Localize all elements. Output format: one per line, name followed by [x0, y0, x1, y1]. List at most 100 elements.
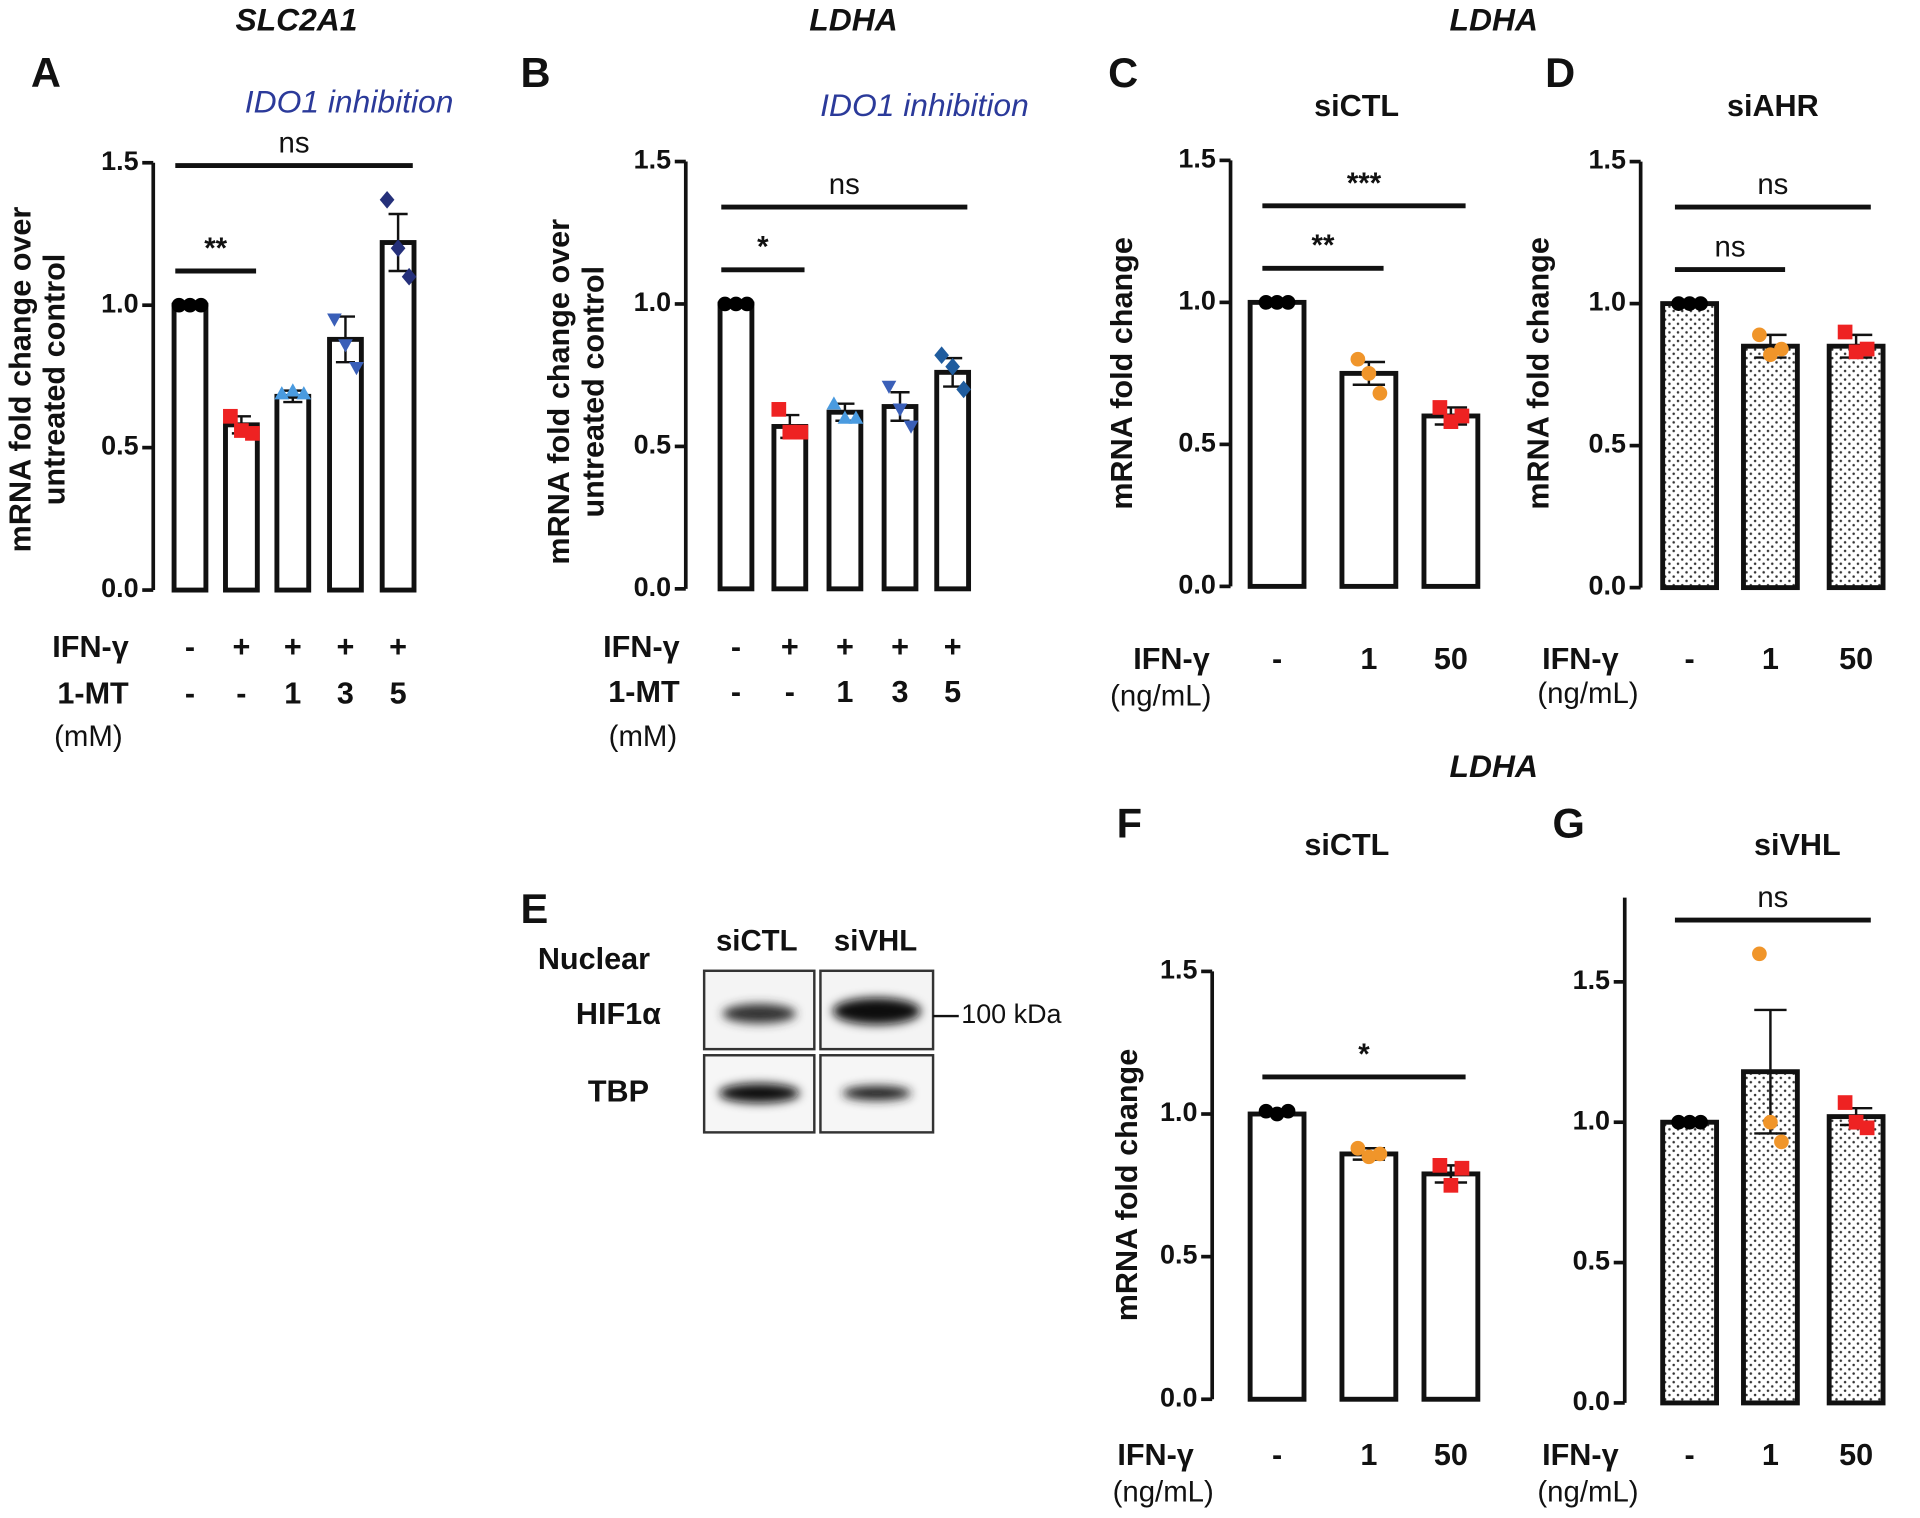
bar	[826, 409, 864, 592]
panel-letter: G	[1553, 799, 1585, 846]
row-label: IFN-γ	[52, 630, 128, 664]
data-point	[892, 403, 908, 417]
supertitle: LDHA	[1450, 748, 1538, 784]
y-tick-label: 1.0	[634, 287, 671, 317]
bar	[379, 240, 417, 593]
row-value: 1	[284, 676, 301, 710]
data-point	[285, 383, 301, 397]
row-label: 1-MT	[608, 675, 680, 709]
protein-label: TBP	[588, 1074, 649, 1108]
row-value: 50	[1434, 642, 1468, 676]
y-tick-label: 1.5	[101, 146, 138, 176]
y-tick-label: 1.0	[101, 288, 138, 318]
data-point	[1763, 1114, 1778, 1130]
unit-label: (ng/mL)	[1113, 1475, 1214, 1508]
unit-label: (ng/mL)	[1537, 1475, 1638, 1508]
data-point	[1693, 1114, 1708, 1130]
row-value: -	[236, 676, 246, 710]
bar	[327, 336, 364, 593]
subtitle: siCTL	[1304, 828, 1389, 862]
row-value: -	[731, 675, 741, 709]
data-point	[1859, 341, 1875, 357]
y-axis-label: mRNA fold change over	[542, 219, 576, 565]
row-value: +	[836, 630, 854, 664]
row-value: -	[1685, 642, 1695, 676]
blot-panel: E Nuclear siCTL siVHL HIF1α TBP 100 kDa	[521, 885, 1062, 1134]
row-value: -	[785, 675, 795, 709]
row-value: 50	[1839, 642, 1873, 676]
data-point	[327, 313, 342, 327]
significance-label: *	[1358, 1038, 1370, 1071]
unit-label: (ng/mL)	[1110, 680, 1211, 713]
bar	[1421, 1171, 1481, 1402]
data-point	[1693, 296, 1708, 311]
y-tick-label: 0.5	[1160, 1240, 1197, 1270]
row-label: IFN-γ	[1542, 642, 1618, 676]
row-value: +	[284, 630, 302, 664]
bar	[1826, 343, 1886, 591]
row-label: 1-MT	[57, 676, 129, 710]
y-axis-label: untreated control	[38, 254, 72, 506]
data-point	[182, 297, 198, 313]
significance-label: *	[757, 231, 769, 264]
bar	[1247, 299, 1307, 589]
subtitle: siAHR	[1727, 89, 1819, 123]
y-tick-label: 1.5	[1589, 145, 1626, 175]
y-axis-label: mRNA fold change	[1105, 237, 1139, 510]
y-axis-label: mRNA fold change	[1110, 1049, 1144, 1322]
data-point	[1280, 1103, 1296, 1119]
y-tick-label: 0.0	[634, 572, 671, 602]
row-value: 50	[1839, 1438, 1873, 1472]
row-value: +	[337, 630, 355, 664]
row-value: +	[891, 630, 909, 664]
data-point	[1454, 1160, 1470, 1176]
y-tick-label: 1.0	[1573, 1105, 1610, 1135]
row-value: +	[389, 630, 407, 664]
y-tick-label: 1.5	[634, 145, 671, 175]
significance-label: ns	[829, 168, 860, 201]
lane-label: siCTL	[716, 924, 798, 957]
data-point	[717, 296, 733, 312]
data-point	[1372, 1146, 1388, 1162]
data-point	[728, 296, 744, 312]
row-value: -	[1272, 1438, 1282, 1472]
band	[832, 997, 921, 1025]
data-point	[903, 420, 919, 434]
data-point	[771, 402, 787, 417]
y-tick-label: 0.5	[634, 430, 671, 460]
data-point	[881, 380, 897, 394]
data-point	[1837, 324, 1853, 340]
significance-label: ns	[1715, 230, 1746, 263]
row-value: 1	[1360, 642, 1377, 676]
y-tick-label: 0.0	[1573, 1386, 1610, 1416]
row-value: +	[781, 630, 799, 664]
row-label: IFN-γ	[1542, 1438, 1618, 1472]
y-tick-label: 1.5	[1160, 955, 1197, 985]
y-tick-label: 0.0	[1160, 1382, 1197, 1412]
data-point	[1443, 1177, 1459, 1193]
row-value: -	[185, 630, 195, 664]
y-tick-label: 0.0	[101, 573, 138, 603]
row-value: -	[185, 676, 195, 710]
data-point	[826, 396, 842, 410]
supertitle: LDHA	[809, 1, 897, 37]
row-value: 1	[836, 675, 853, 709]
panel-letter: B	[521, 49, 551, 96]
data-point	[379, 190, 395, 209]
y-tick-label: 0.5	[1589, 429, 1626, 459]
y-tick-label: 1.0	[1178, 285, 1215, 315]
band	[722, 1003, 796, 1024]
significance-label: **	[1312, 229, 1335, 262]
data-point	[223, 408, 238, 424]
data-point	[1361, 1149, 1377, 1165]
panel-letter: D	[1545, 49, 1575, 96]
row-value: 3	[892, 675, 909, 709]
bar	[1660, 301, 1719, 591]
row-value: -	[1272, 642, 1282, 676]
data-point	[1432, 400, 1448, 415]
marker-label: 100 kDa	[961, 999, 1061, 1029]
data-point	[1280, 295, 1296, 310]
panel-letter: C	[1108, 49, 1138, 96]
row-value: 5	[944, 675, 961, 709]
